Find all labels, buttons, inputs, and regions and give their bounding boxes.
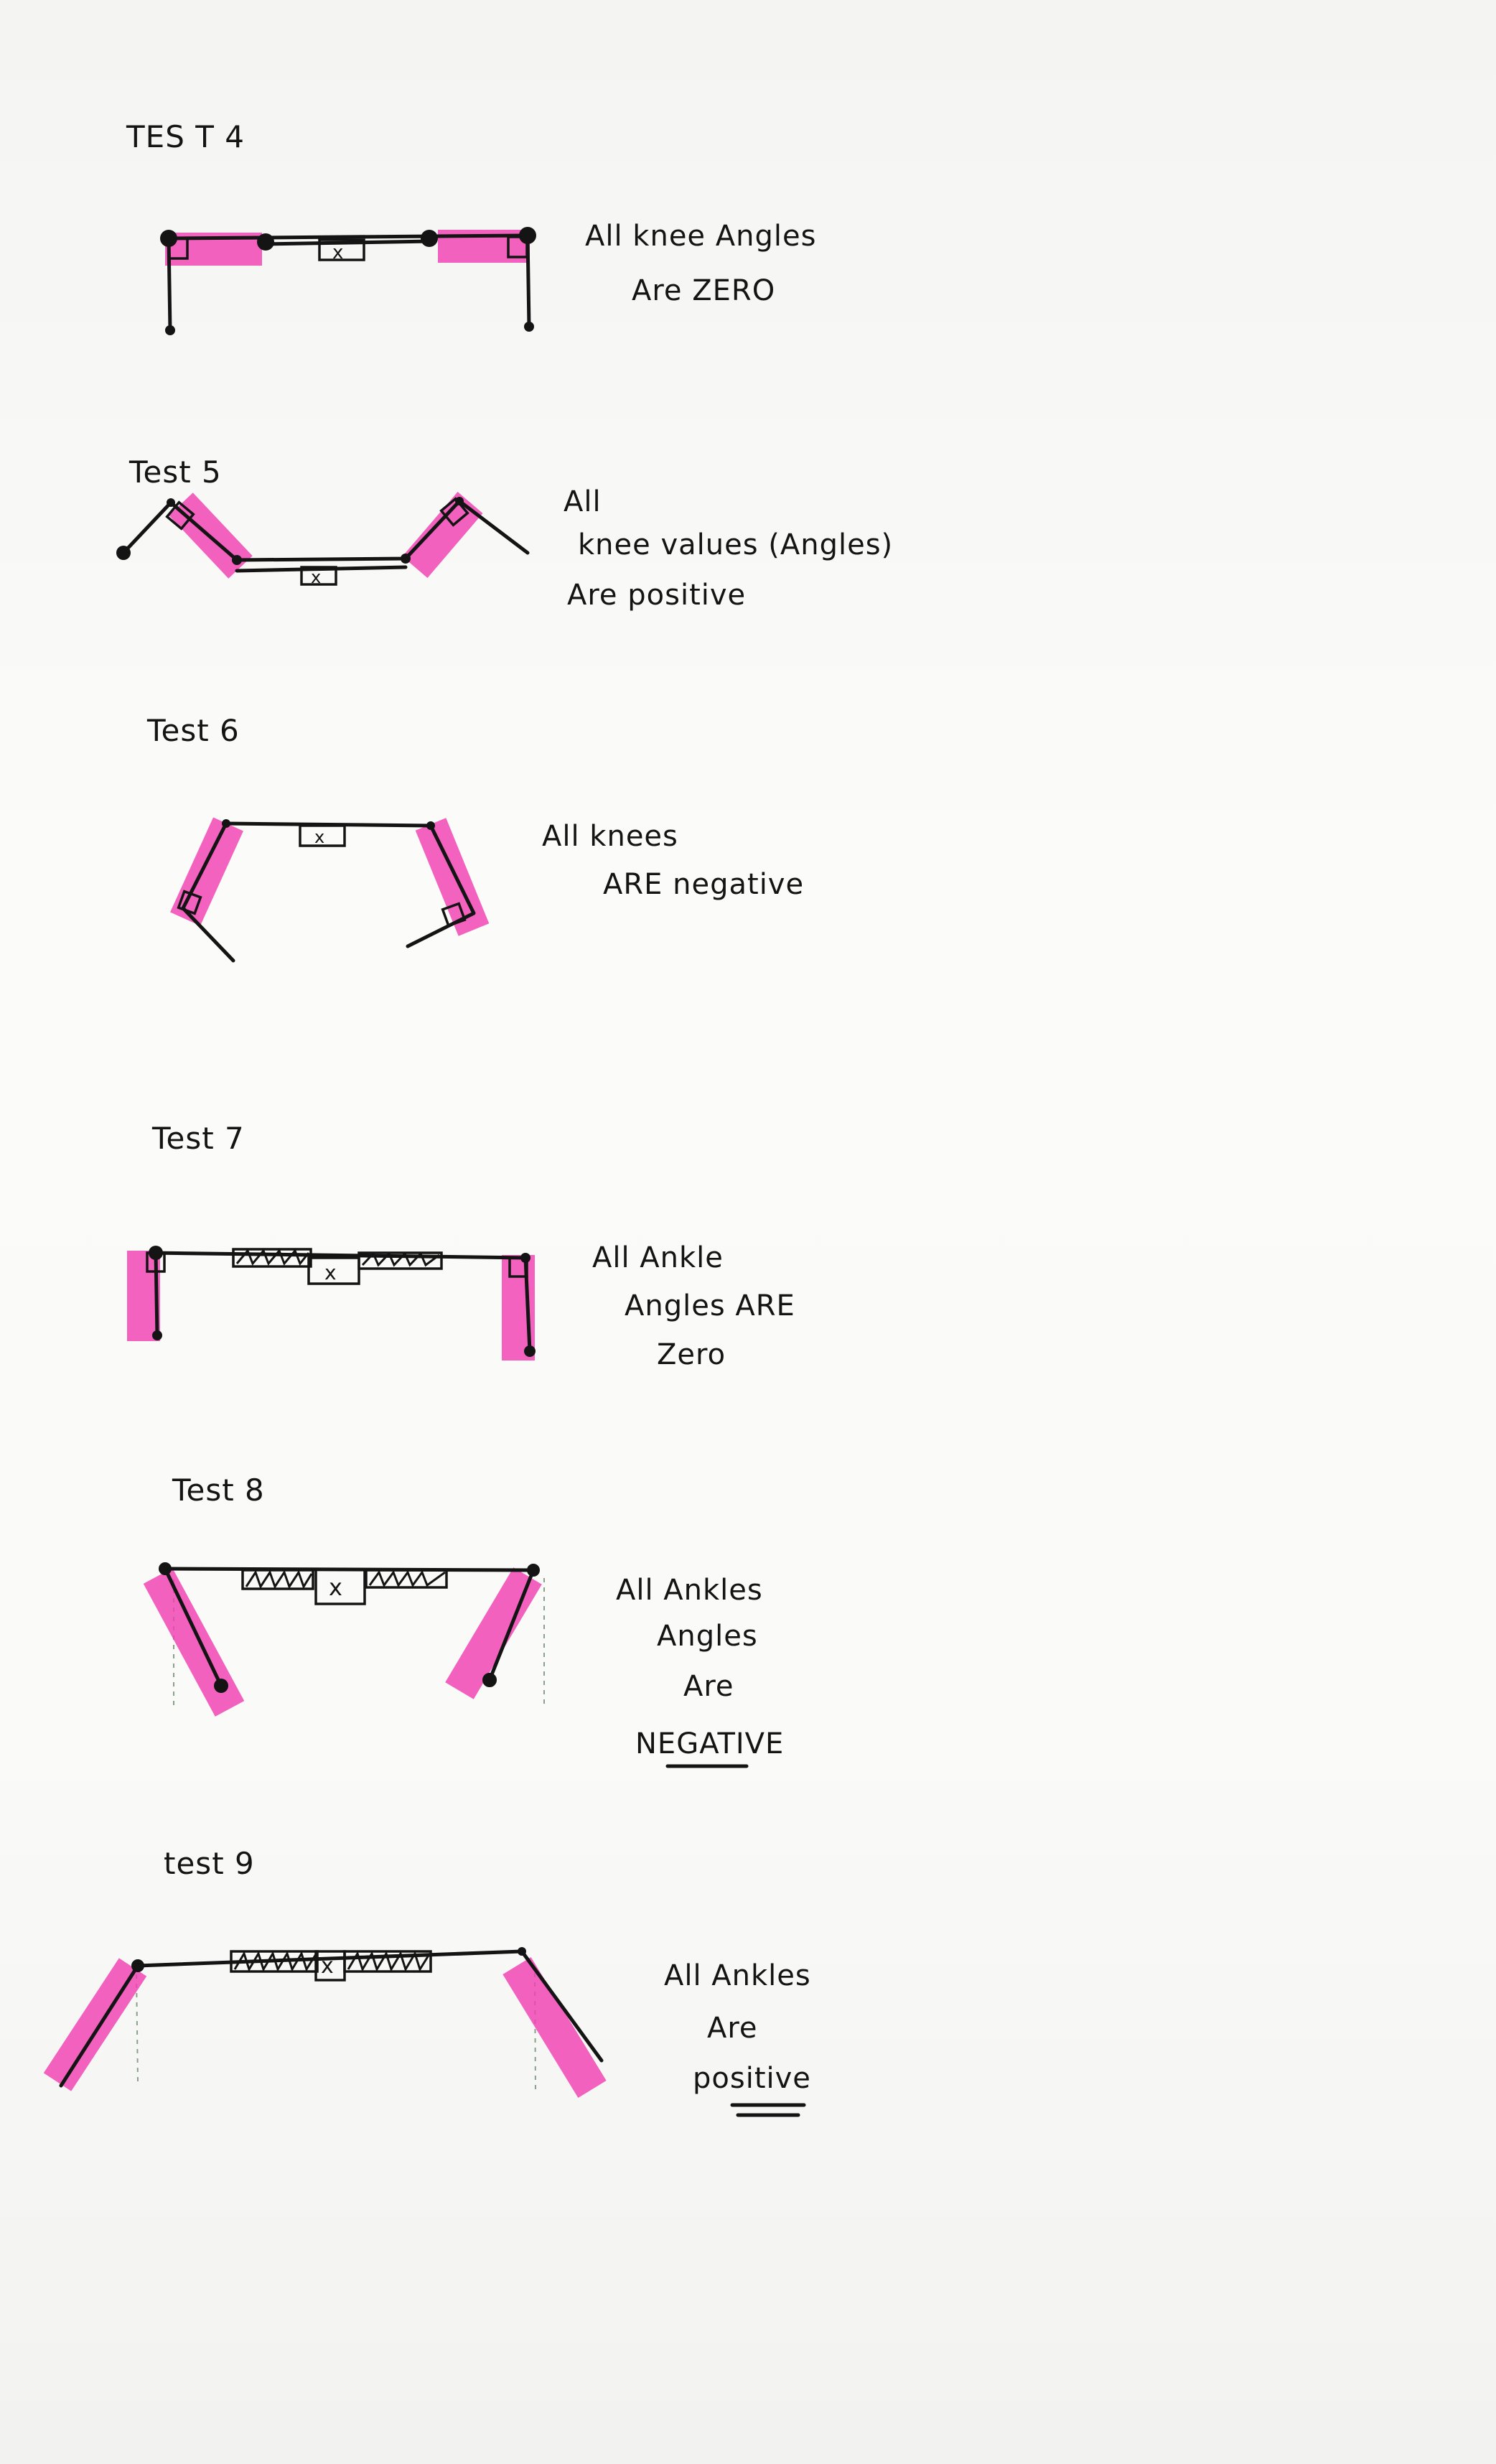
test-6-line-1: All knees <box>542 820 678 853</box>
svg-text:x: x <box>321 1954 335 1979</box>
test-9-section: test 9 x All Ankles Are positive <box>43 1846 811 2117</box>
test-9-line-2: Are <box>707 2012 758 2045</box>
test-8-section: Test 8 x All Ankles Angles Are NEGATIVE <box>143 1473 784 1768</box>
test-5-line-3: Are positive <box>567 579 746 612</box>
test-5-line-1: All <box>564 485 602 518</box>
test-9-title: test 9 <box>164 1846 255 1881</box>
test-7-section: Test 7 x All Ankle Angles ARE Zero <box>127 1121 795 1371</box>
test-5-title: Test 5 <box>128 454 222 490</box>
test-8-line-2: Angles <box>657 1620 758 1653</box>
svg-text:x: x <box>311 567 322 587</box>
test-7-title: Test 7 <box>151 1121 245 1156</box>
test-7-line-1: All Ankle <box>592 1241 724 1274</box>
test-8-diagram: x <box>143 1562 545 1717</box>
test-8-title: Test 8 <box>172 1473 265 1508</box>
test-7-diagram: x <box>127 1246 536 1361</box>
test-9-line-1: All Ankles <box>664 1959 811 1992</box>
test-7-line-2: Angles ARE <box>625 1289 795 1322</box>
test-7-line-3: Zero <box>657 1338 726 1371</box>
svg-text:x: x <box>324 1261 337 1284</box>
svg-text:x: x <box>332 242 344 263</box>
test-8-line-4: NEGATIVE <box>635 1727 784 1760</box>
test-5-section: Test 5 x All knee values (Angles) Are po… <box>116 454 893 612</box>
test-4-diagram: x <box>160 227 536 335</box>
svg-text:x: x <box>329 1574 343 1601</box>
test-9-line-3: positive <box>693 2062 811 2095</box>
test-6-diagram: x <box>170 817 490 963</box>
test-4-line-1: All knee Angles <box>585 220 816 253</box>
test-4-line-2: Are ZERO <box>632 274 775 307</box>
test-4-title: TES T 4 <box>126 119 245 154</box>
test-8-line-1: All Ankles <box>616 1574 763 1607</box>
svg-text:x: x <box>314 827 325 847</box>
test-5-diagram: x <box>116 492 530 587</box>
test-9-diagram: x <box>43 1947 607 2098</box>
test-6-section: Test 6 x All knees ARE negative <box>146 713 804 963</box>
test-5-line-2: knee values (Angles) <box>578 528 893 561</box>
test-6-line-2: ARE negative <box>603 868 804 901</box>
test-6-title: Test 6 <box>146 713 240 748</box>
test-4-section: TES T 4 x All knee Angles Are ZERO <box>126 119 816 335</box>
test-8-line-3: Are <box>683 1670 734 1703</box>
